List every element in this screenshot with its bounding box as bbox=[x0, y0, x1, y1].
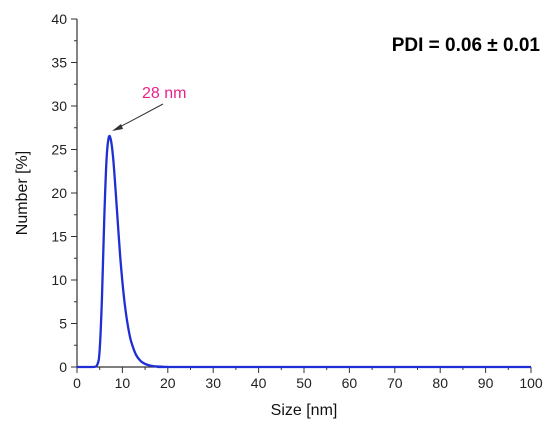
x-tick-label: 40 bbox=[251, 375, 267, 391]
x-tick-label: 90 bbox=[478, 375, 494, 391]
x-axis-ticks: 0 10 20 30 40 50 60 70 80 90 100 bbox=[73, 367, 543, 391]
y-tick-label: 20 bbox=[51, 185, 67, 201]
peak-arrow-head bbox=[112, 124, 123, 131]
x-tick-label: 60 bbox=[342, 375, 358, 391]
x-tick-label: 10 bbox=[115, 375, 131, 391]
y-tick-label: 15 bbox=[51, 229, 67, 245]
x-tick-label: 0 bbox=[73, 375, 81, 391]
x-tick-label: 80 bbox=[432, 375, 448, 391]
pdi-label: PDI = 0.06 ± 0.01 bbox=[392, 35, 541, 56]
y-tick-label: 0 bbox=[59, 359, 67, 375]
x-tick-label: 100 bbox=[519, 375, 543, 391]
x-tick-label: 70 bbox=[387, 375, 403, 391]
y-tick-label: 25 bbox=[51, 142, 67, 158]
x-tick-label: 20 bbox=[160, 375, 176, 391]
y-tick-label: 10 bbox=[51, 272, 67, 288]
y-axis-title: Number [%] bbox=[14, 151, 31, 235]
peak-arrow bbox=[115, 103, 164, 130]
x-tick-label: 30 bbox=[205, 375, 221, 391]
y-axis-ticks: 0 5 10 15 20 25 30 35 40 bbox=[51, 11, 77, 375]
y-tick-label: 30 bbox=[51, 98, 67, 114]
y-tick-label: 35 bbox=[51, 55, 67, 71]
x-tick-label: 50 bbox=[296, 375, 312, 391]
y-tick-label: 40 bbox=[51, 11, 67, 27]
distribution-curve bbox=[77, 134, 531, 369]
y-tick-label: 5 bbox=[59, 316, 67, 332]
x-axis-title: Size [nm] bbox=[271, 402, 338, 419]
peak-label: 28 nm bbox=[142, 85, 186, 102]
